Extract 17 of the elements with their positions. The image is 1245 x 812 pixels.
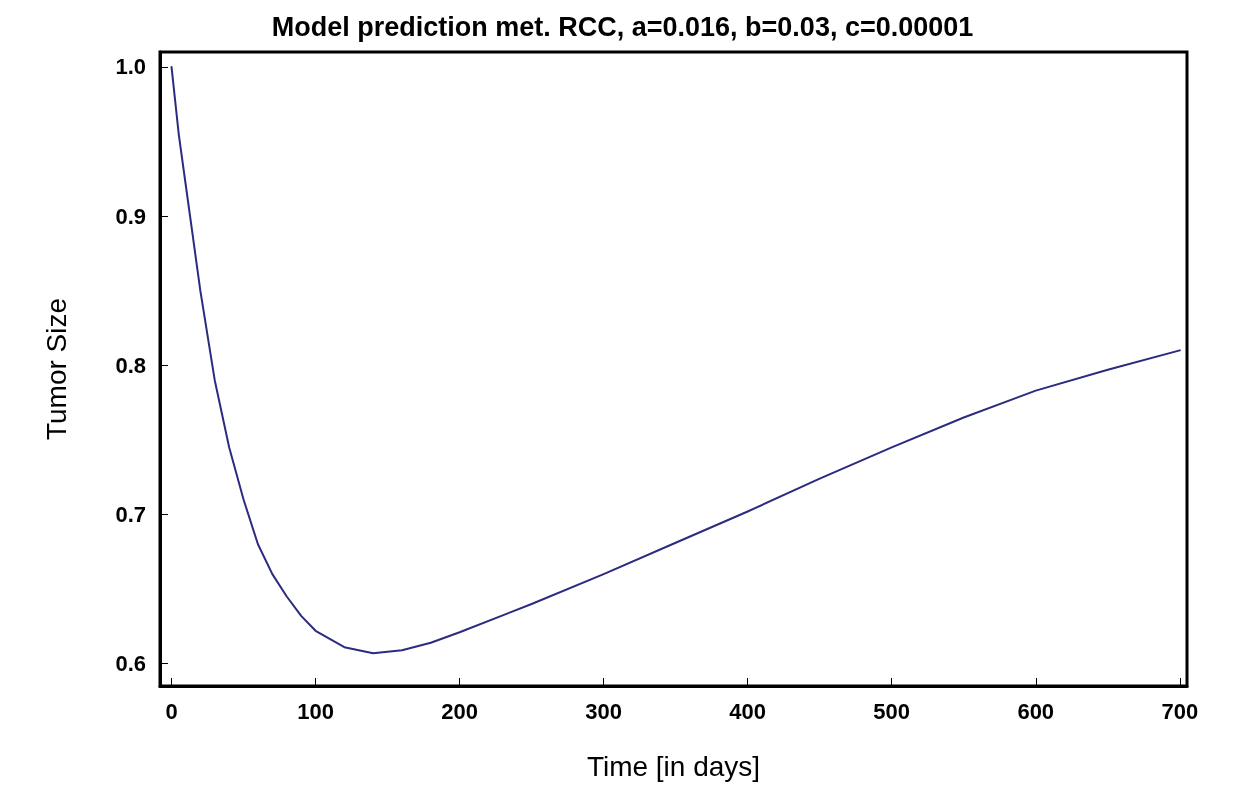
x-tick-label: 700: [1161, 698, 1199, 724]
y-tick-label: 1.0: [115, 54, 146, 80]
x-tick-label: 300: [585, 698, 622, 724]
x-axis-title: Time [in days]: [586, 750, 761, 782]
y-tick-label: 0.8: [115, 352, 146, 378]
x-tick-label: 500: [873, 698, 911, 724]
chart-title: Model prediction met. RCC, a=0.016, b=0.03, c=0.00001: [271, 11, 974, 42]
x-tick-label: 100: [297, 698, 334, 724]
y-axis-title: Tumor Size: [40, 297, 72, 441]
x-tick-label: 0: [165, 698, 178, 724]
x-tick-label: 600: [1017, 698, 1055, 724]
line-series: [170, 65, 1181, 655]
x-tick-label: 200: [441, 698, 478, 724]
y-tick-label: 0.7: [115, 501, 146, 527]
x-tick-label: 400: [729, 698, 767, 724]
y-tick-label: 0.9: [115, 203, 146, 229]
y-tick-label: 0.6: [115, 651, 146, 677]
